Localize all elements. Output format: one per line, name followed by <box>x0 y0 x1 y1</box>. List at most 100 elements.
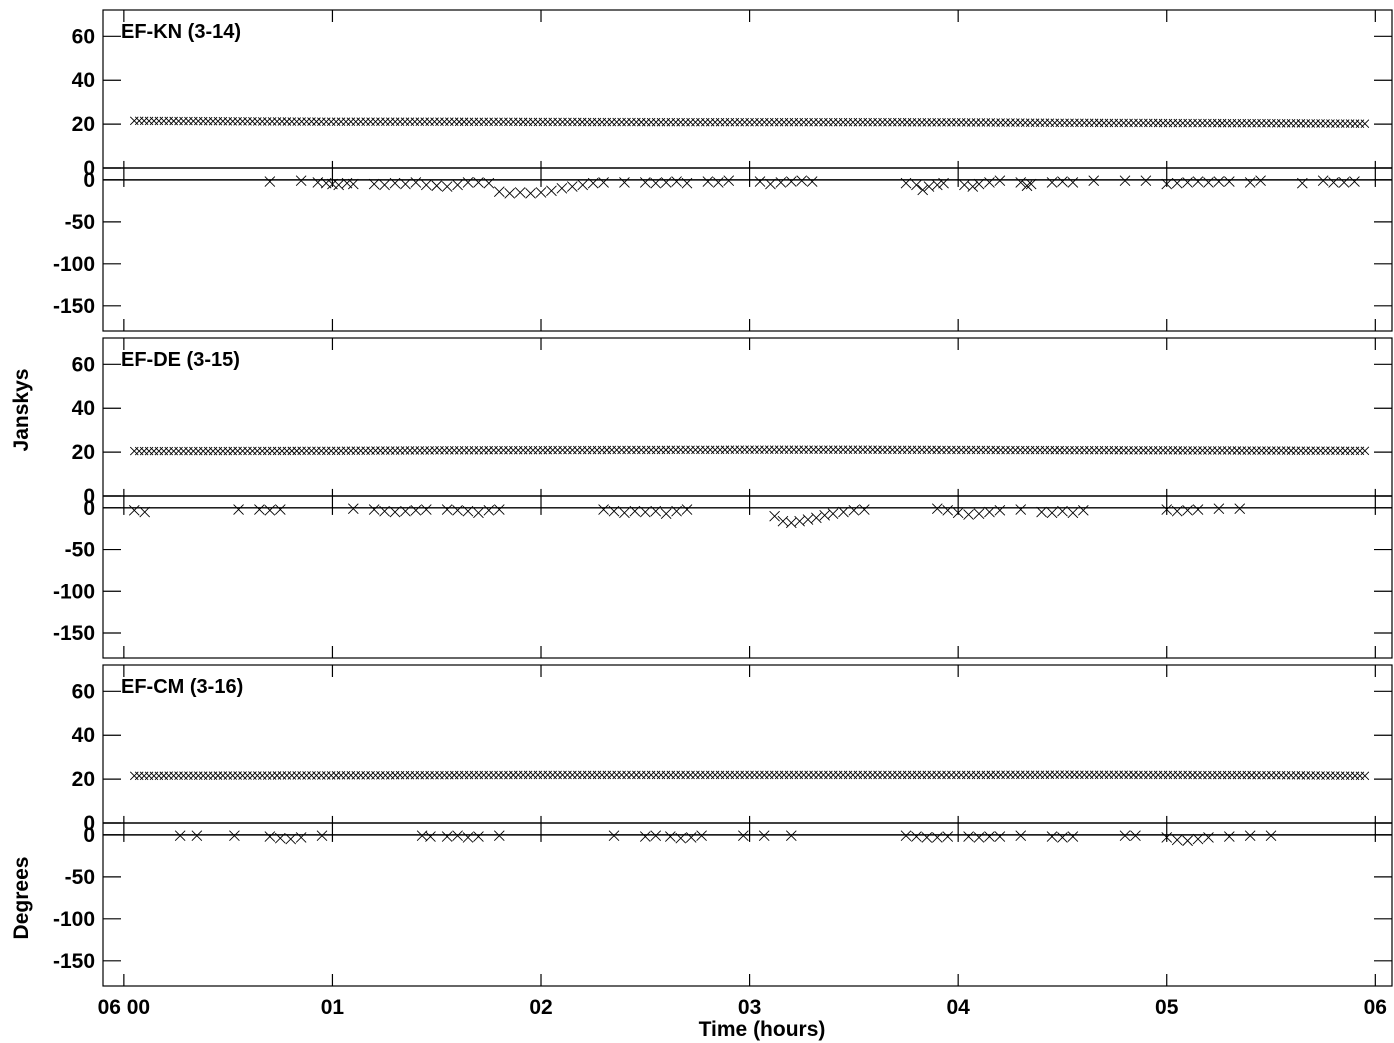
amplitude-mark <box>1188 118 1197 128</box>
amplitude-mark <box>858 770 868 780</box>
phase-mark <box>984 831 995 842</box>
amplitude-mark <box>1340 771 1350 780</box>
panel-2: 0 20 40 60 0 -50 -100 -150 EF-DE (3-15) <box>53 337 1393 659</box>
phase-mark <box>546 185 557 197</box>
amplitude-mark <box>243 446 252 456</box>
phase-series <box>128 503 1246 529</box>
amplitude-mark <box>696 117 705 127</box>
amplitude-mark <box>203 446 213 456</box>
amplitude-mark <box>538 770 548 780</box>
amplitude-mark <box>1203 118 1212 128</box>
amplitude-mark <box>838 770 848 780</box>
amplitude-mark <box>804 770 813 780</box>
amplitude-mark <box>725 445 735 455</box>
amplitude-tick-label: 20 <box>72 768 95 791</box>
phase-mark <box>608 830 620 842</box>
amplitude-mark <box>1178 446 1188 455</box>
amplitude-mark <box>1183 118 1192 128</box>
phase-mark <box>963 831 974 842</box>
phase-mark <box>1349 176 1360 187</box>
amplitude-mark <box>996 118 1005 127</box>
amplitude-mark <box>1079 118 1089 128</box>
phase-mark <box>274 504 286 515</box>
amplitude-mark <box>440 117 449 127</box>
amplitude-mark <box>410 770 420 780</box>
amplitude-mark <box>991 118 1001 127</box>
phase-mark <box>911 831 922 842</box>
amplitude-mark <box>922 770 932 780</box>
amplitude-mark <box>1065 770 1074 780</box>
amplitude-mark <box>582 445 592 455</box>
amplitude-mark <box>1035 770 1045 780</box>
amplitude-mark <box>218 771 228 780</box>
amplitude-mark <box>198 771 208 780</box>
y-axis-title-phase: Degrees <box>10 857 33 940</box>
amplitude-mark <box>651 445 661 455</box>
amplitude-mark <box>1301 446 1311 455</box>
amplitude-mark <box>1267 446 1276 455</box>
amplitude-mark <box>784 770 794 780</box>
amplitude-mark <box>1084 118 1094 128</box>
phase-mark <box>316 830 328 842</box>
amplitude-mark <box>784 117 794 127</box>
amplitude-mark <box>208 771 218 780</box>
phase-mark <box>566 181 578 192</box>
amplitude-mark <box>700 117 710 127</box>
amplitude-mark <box>430 117 439 127</box>
amplitude-mark <box>848 770 858 780</box>
amplitude-mark <box>356 117 366 127</box>
phase-mark <box>1244 177 1256 188</box>
amplitude-mark <box>1134 770 1143 780</box>
amplitude-mark <box>1326 119 1335 128</box>
phase-mark <box>441 181 453 192</box>
amplitude-mark <box>1207 446 1217 455</box>
amplitude-mark <box>769 117 779 127</box>
phase-tick-label: -50 <box>65 539 95 562</box>
amplitude-mark <box>1217 118 1227 128</box>
amplitude-mark <box>607 117 617 127</box>
amplitude-mark <box>769 445 779 455</box>
amplitude-mark <box>1114 445 1124 455</box>
panel-baseline-label: EF-KN (3-14) <box>121 21 241 43</box>
phase-mark <box>493 504 505 515</box>
amplitude-mark <box>907 117 917 127</box>
amplitude-mark <box>572 117 582 127</box>
amplitude-mark <box>312 117 321 126</box>
amplitude-mark <box>440 446 449 455</box>
amplitude-mark <box>789 445 799 455</box>
amplitude-mark <box>1079 445 1089 455</box>
amplitude-mark <box>272 117 282 126</box>
amplitude-mark <box>1173 118 1183 128</box>
amplitude-mark <box>1124 770 1133 780</box>
amplitude-mark <box>302 771 311 780</box>
amplitude-mark <box>233 446 242 456</box>
amplitude-mark <box>666 770 676 780</box>
phase-mark <box>794 515 805 527</box>
amplitude-mark <box>784 445 794 455</box>
amplitude-mark <box>164 446 174 456</box>
amplitude-mark <box>292 446 302 456</box>
amplitude-mark <box>351 446 361 456</box>
amplitude-mark <box>873 445 882 455</box>
phase-mark <box>598 177 609 188</box>
amplitude-mark <box>139 116 149 126</box>
amplitude-mark <box>917 445 927 455</box>
phase-mark <box>295 832 307 843</box>
amplitude-mark <box>833 445 843 455</box>
phase-mark <box>368 504 380 515</box>
amplitude-mark <box>189 446 198 456</box>
amplitude-mark <box>262 446 272 456</box>
amplitude-tick-label: 40 <box>72 397 95 420</box>
amplitude-mark <box>504 770 513 780</box>
amplitude-mark <box>1227 446 1237 455</box>
amplitude-mark <box>897 117 907 127</box>
amplitude-tick-label: 40 <box>72 69 95 92</box>
amplitude-mark <box>986 445 996 455</box>
x-tick-labels: 06 00 01 02 03 04 05 06 <box>98 996 1387 1019</box>
amplitude-mark <box>1193 770 1202 780</box>
phase-mark <box>128 505 140 516</box>
amplitude-mark <box>592 117 602 127</box>
amplitude-mark <box>1129 770 1138 780</box>
amplitude-mark <box>233 116 242 126</box>
phase-tick-label: 0 <box>83 169 95 192</box>
